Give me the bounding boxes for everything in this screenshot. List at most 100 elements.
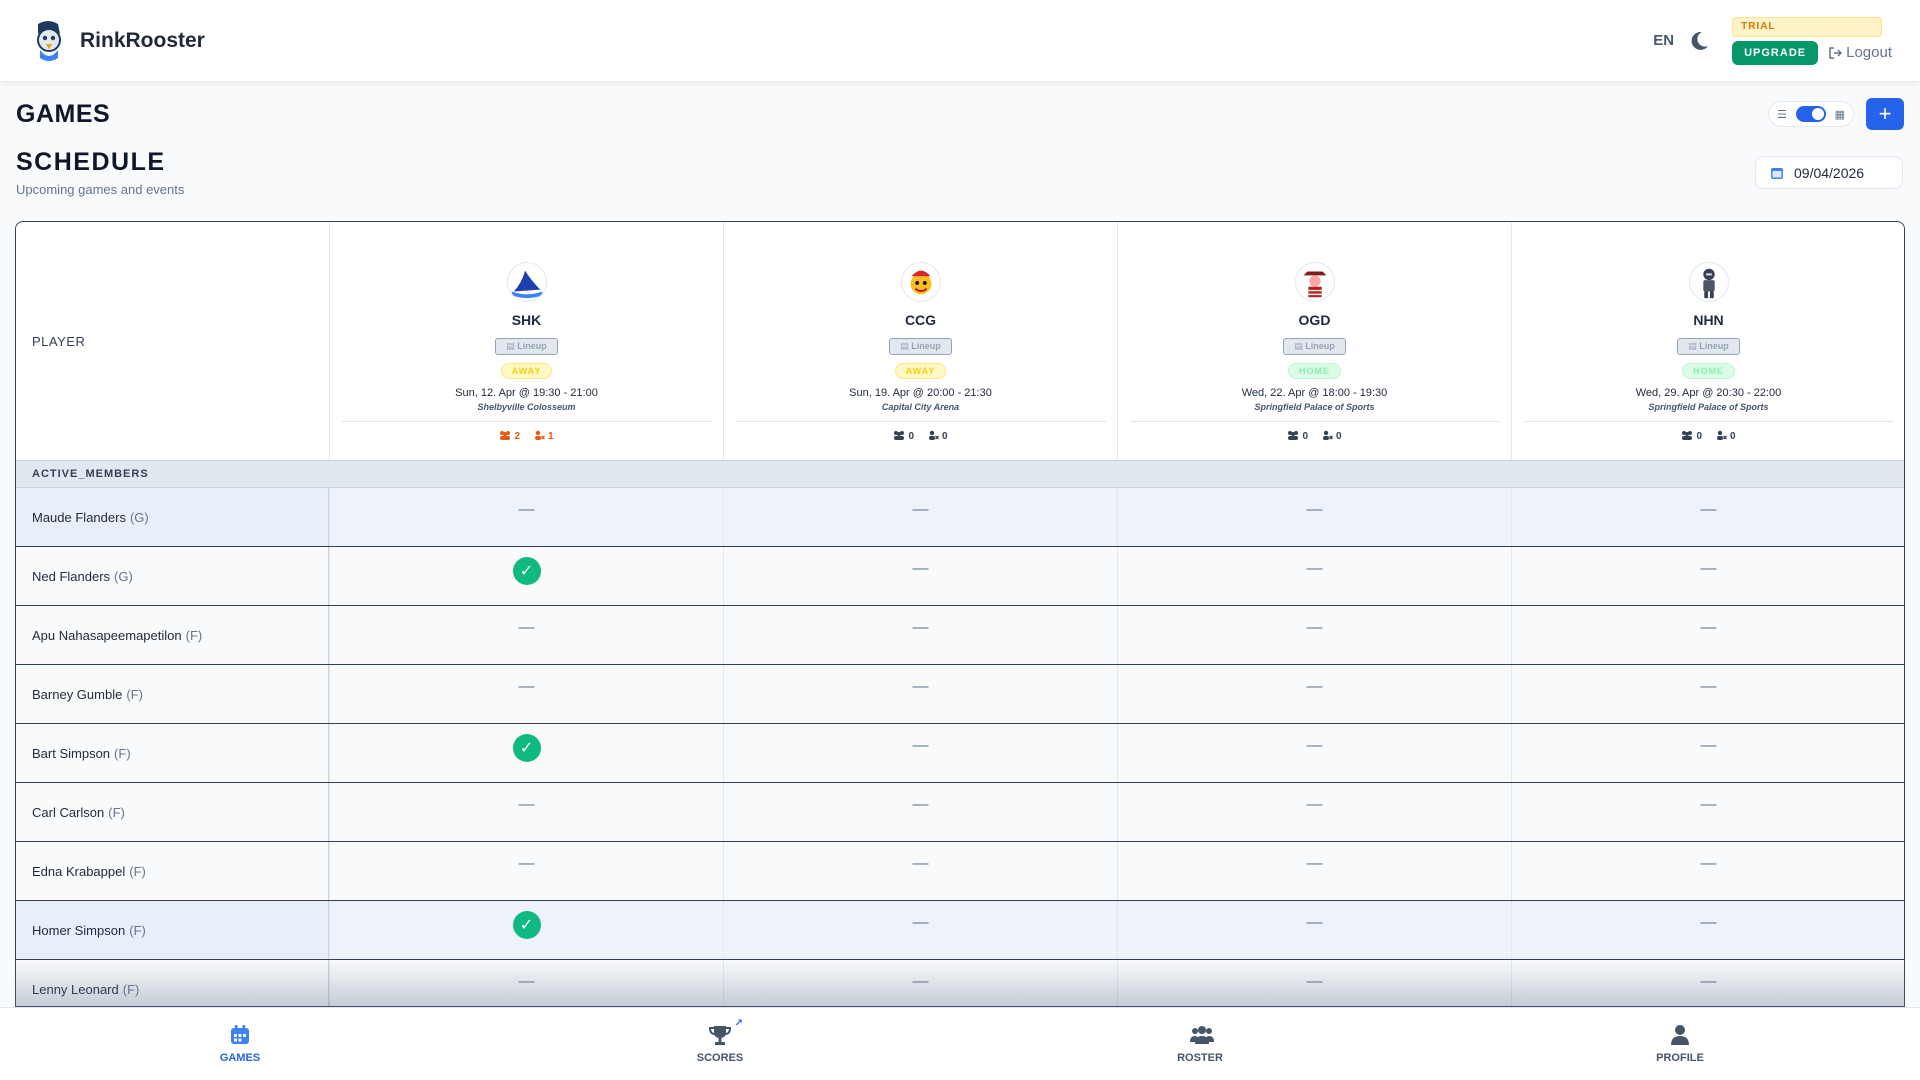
attendance-cell[interactable]: — xyxy=(723,724,1117,782)
attendance-cell[interactable]: — xyxy=(1511,606,1904,664)
no-response-dash-icon[interactable]: — xyxy=(1306,560,1323,577)
attendance-cell[interactable]: — xyxy=(723,547,1117,605)
attendance-cell[interactable]: — xyxy=(1117,901,1511,959)
check-icon[interactable]: ✓ xyxy=(512,557,541,585)
grid-view-icon[interactable]: ▦ xyxy=(1834,108,1845,121)
no-response-dash-icon[interactable]: — xyxy=(1306,619,1323,636)
brand[interactable]: RinkRooster xyxy=(28,18,205,64)
no-response-dash-icon[interactable]: — xyxy=(912,501,929,518)
lineup-button[interactable]: ▤ Lineup xyxy=(1283,338,1346,355)
player-name-cell[interactable]: Bart Simpson (F) xyxy=(16,724,329,782)
no-response-dash-icon[interactable]: — xyxy=(518,501,535,518)
attendance-cell[interactable]: — xyxy=(1511,665,1904,723)
attendance-cell[interactable]: — xyxy=(1117,724,1511,782)
no-response-dash-icon[interactable]: — xyxy=(518,678,535,695)
player-name-cell[interactable]: Lenny Leonard (F) xyxy=(16,960,329,1006)
player-name-cell[interactable]: Homer Simpson (F) xyxy=(16,901,329,959)
game-header-nhn[interactable]: NHN ▤ Lineup HOME Wed, 29. Apr @ 20:30 - 22… xyxy=(1511,222,1904,460)
attendance-cell[interactable]: — xyxy=(1117,547,1511,605)
attendance-cell[interactable]: ✓ xyxy=(329,724,723,782)
attendance-cell[interactable]: — xyxy=(723,665,1117,723)
attendance-cell[interactable]: — xyxy=(329,842,723,900)
no-response-dash-icon[interactable]: — xyxy=(912,855,929,872)
no-response-dash-icon[interactable]: — xyxy=(1306,737,1323,754)
logout-link[interactable]: Logout xyxy=(1828,44,1892,61)
attendance-cell[interactable]: ✓ xyxy=(329,547,723,605)
no-response-dash-icon[interactable]: — xyxy=(912,737,929,754)
attendance-cell[interactable]: ✓ xyxy=(329,901,723,959)
no-response-dash-icon[interactable]: — xyxy=(1700,619,1717,636)
attendance-cell[interactable]: — xyxy=(1511,901,1904,959)
attendance-cell[interactable]: — xyxy=(1117,842,1511,900)
no-response-dash-icon[interactable]: — xyxy=(518,973,535,990)
no-response-dash-icon[interactable]: — xyxy=(1700,501,1717,518)
lineup-button[interactable]: ▤ Lineup xyxy=(1677,338,1740,355)
nav-profile[interactable]: PROFILE xyxy=(1440,1008,1920,1080)
no-response-dash-icon[interactable]: — xyxy=(1700,973,1717,990)
attendance-cell[interactable]: — xyxy=(723,960,1117,1006)
no-response-dash-icon[interactable]: — xyxy=(912,914,929,931)
attendance-cell[interactable]: — xyxy=(723,488,1117,546)
no-response-dash-icon[interactable]: — xyxy=(912,678,929,695)
no-response-dash-icon[interactable]: — xyxy=(1700,914,1717,931)
attendance-cell[interactable]: — xyxy=(723,842,1117,900)
attendance-cell[interactable]: — xyxy=(1117,665,1511,723)
no-response-dash-icon[interactable]: — xyxy=(912,796,929,813)
player-name-cell[interactable]: Ned Flanders (G) xyxy=(16,547,329,605)
no-response-dash-icon[interactable]: — xyxy=(1306,973,1323,990)
attendance-cell[interactable]: — xyxy=(1117,960,1511,1006)
no-response-dash-icon[interactable]: — xyxy=(1700,855,1717,872)
nav-games[interactable]: GAMES xyxy=(0,1008,480,1080)
date-picker[interactable]: 09/04/2026 xyxy=(1755,156,1903,189)
attendance-cell[interactable]: — xyxy=(1511,960,1904,1006)
player-name-cell[interactable]: Maude Flanders (G) xyxy=(16,488,329,546)
attendance-cell[interactable]: — xyxy=(329,606,723,664)
no-response-dash-icon[interactable]: — xyxy=(1306,678,1323,695)
player-name-cell[interactable]: Carl Carlson (F) xyxy=(16,783,329,841)
attendance-cell[interactable]: — xyxy=(1511,783,1904,841)
no-response-dash-icon[interactable]: — xyxy=(912,619,929,636)
no-response-dash-icon[interactable]: — xyxy=(1306,796,1323,813)
player-name-cell[interactable]: Edna Krabappel (F) xyxy=(16,842,329,900)
add-game-button[interactable]: + xyxy=(1866,98,1904,130)
language-selector[interactable]: EN xyxy=(1653,32,1675,49)
attendance-cell[interactable]: — xyxy=(329,488,723,546)
player-name-cell[interactable]: Apu Nahasapeemapetilon (F) xyxy=(16,606,329,664)
nav-roster[interactable]: ROSTER xyxy=(960,1008,1440,1080)
list-view-icon[interactable]: ☰ xyxy=(1777,108,1787,121)
no-response-dash-icon[interactable]: — xyxy=(1700,560,1717,577)
check-icon[interactable]: ✓ xyxy=(512,911,541,939)
game-header-shk[interactable]: SHK ▤ Lineup AWAY Sun, 12. Apr @ 19:30 - 21… xyxy=(329,222,723,460)
attendance-cell[interactable]: — xyxy=(1511,488,1904,546)
upgrade-button[interactable]: UPGRADE xyxy=(1732,40,1819,65)
no-response-dash-icon[interactable]: — xyxy=(518,619,535,636)
attendance-cell[interactable]: — xyxy=(1117,606,1511,664)
no-response-dash-icon[interactable]: — xyxy=(1700,678,1717,695)
lineup-button[interactable]: ▤ Lineup xyxy=(495,338,558,355)
attendance-cell[interactable]: — xyxy=(1511,547,1904,605)
attendance-cell[interactable]: — xyxy=(329,960,723,1006)
no-response-dash-icon[interactable]: — xyxy=(1306,914,1323,931)
attendance-cell[interactable]: — xyxy=(1117,783,1511,841)
dark-mode-moon-icon[interactable] xyxy=(1688,30,1710,52)
lineup-button[interactable]: ▤ Lineup xyxy=(889,338,952,355)
player-name-cell[interactable]: Barney Gumble (F) xyxy=(16,665,329,723)
no-response-dash-icon[interactable]: — xyxy=(1700,796,1717,813)
no-response-dash-icon[interactable]: — xyxy=(912,973,929,990)
attendance-cell[interactable]: — xyxy=(723,901,1117,959)
check-icon[interactable]: ✓ xyxy=(512,734,541,762)
attendance-cell[interactable]: — xyxy=(1117,488,1511,546)
no-response-dash-icon[interactable]: — xyxy=(1306,855,1323,872)
game-header-ogd[interactable]: OGD ▤ Lineup HOME Wed, 22. Apr @ 18:00 - 19… xyxy=(1117,222,1511,460)
attendance-cell[interactable]: — xyxy=(723,606,1117,664)
no-response-dash-icon[interactable]: — xyxy=(1700,737,1717,754)
no-response-dash-icon[interactable]: — xyxy=(912,560,929,577)
attendance-cell[interactable]: — xyxy=(1511,842,1904,900)
attendance-cell[interactable]: — xyxy=(329,665,723,723)
view-toggle[interactable]: ☰ ▦ xyxy=(1768,101,1854,127)
no-response-dash-icon[interactable]: — xyxy=(518,796,535,813)
view-switch[interactable] xyxy=(1795,106,1826,122)
attendance-cell[interactable]: — xyxy=(329,783,723,841)
no-response-dash-icon[interactable]: — xyxy=(518,855,535,872)
game-header-ccg[interactable]: CCG ▤ Lineup AWAY Sun, 19. Apr @ 20:00 - 21… xyxy=(723,222,1117,460)
